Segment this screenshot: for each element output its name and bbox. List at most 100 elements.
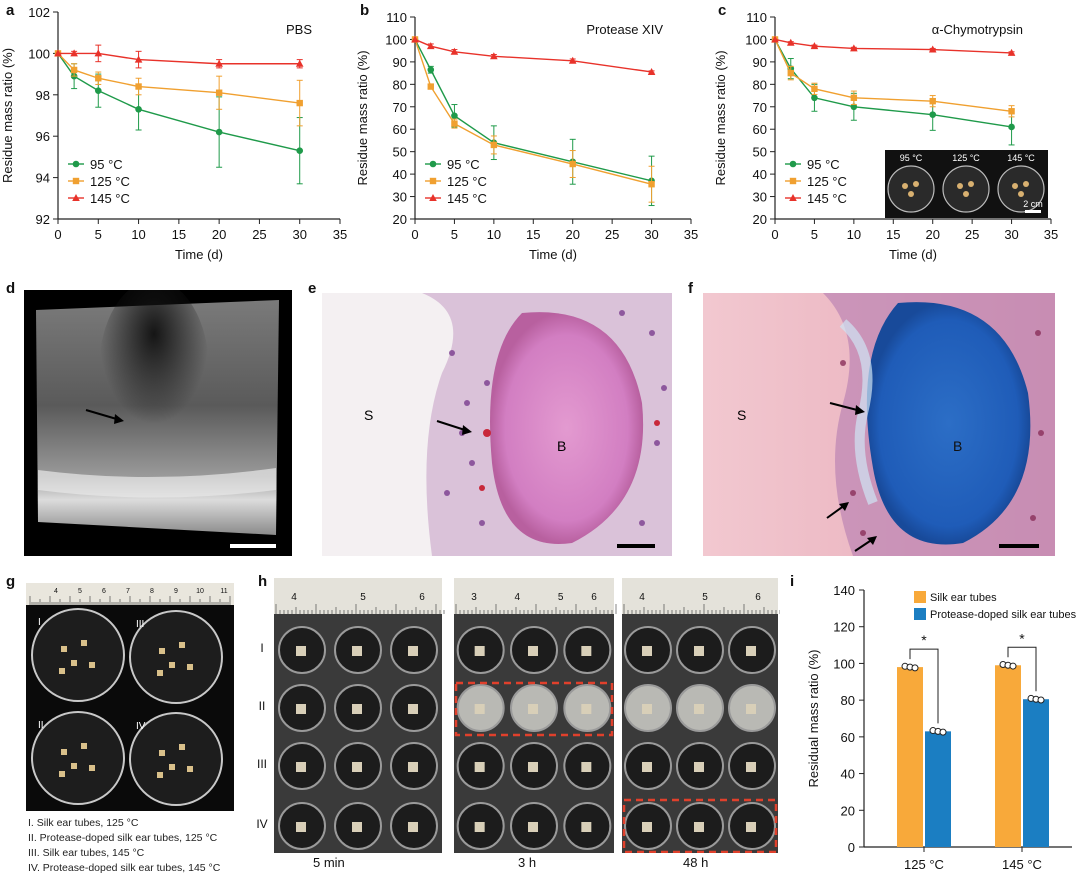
inset-sample [1012,183,1018,189]
replicate-point [1037,696,1045,704]
well-sample [581,822,592,832]
x-tick-label: 20 [565,227,579,242]
well-sample [746,646,756,656]
x-tick-label: 35 [333,227,347,242]
inset-sample [908,191,914,197]
y-axis-title: Residual mass ratio (%) [806,650,821,788]
label-s: S [737,407,746,423]
y-tick-label: 100 [833,656,855,671]
series-line [414,39,652,182]
inset-photo: 95 °C 125 °C 145 °C 2 cm [885,150,1048,218]
y-axis-title: Residue mass ratio (%) [0,48,15,183]
petri-dish [31,711,125,805]
legend-marker [789,177,797,185]
panel-label-b: b [360,2,370,19]
x-axis-title: Time (d) [175,247,223,262]
label-b: B [953,438,962,454]
scale-bar [999,544,1039,548]
data-point [135,105,142,113]
x-tick-label: 145 °C [1002,857,1042,872]
caption-iii: III. Silk ear tubes, 145 °C [28,847,145,859]
well-sample [352,646,362,656]
data-point [1008,108,1015,115]
caption-ii: II. Protease-doped silk ear tubes, 125 °… [28,832,218,844]
data-point [451,120,458,127]
legend-label: 95 °C [807,157,840,172]
panel-label-a: a [6,2,15,19]
trichrome-stain-image: S B [703,293,1055,556]
ruler-number: 6 [591,592,597,603]
dish-label: IV [136,721,146,732]
panel-label-h: h [258,573,268,590]
y-tick-label: 50 [753,145,767,160]
chart-title: α-Chymotrypsin [932,22,1023,37]
well-sample [581,646,592,656]
series-line [58,52,300,65]
data-point [451,112,458,120]
data-point [811,85,818,93]
well-sample [296,704,306,714]
legend-swatch [914,608,926,620]
ruler-number: 7 [126,588,130,595]
y-tick-label: 98 [36,88,50,103]
data-point [569,160,576,168]
replicate-point [1009,662,1017,670]
caption-iv: IV. Protease-doped silk ear tubes, 145 °… [28,862,221,874]
data-point [411,35,419,43]
x-tick-label: 20 [212,227,226,242]
series-line [414,39,652,185]
ear-tube-sample [89,662,95,668]
y-tick-label: 40 [393,167,407,182]
y-tick-label: 40 [841,767,855,782]
time-label-48h: 48 h [683,855,709,870]
inset-sample [1023,181,1029,187]
panel-label-f: f [688,280,693,297]
data-point [929,111,937,118]
arrow-icon [855,405,865,415]
data-point [647,67,656,75]
y-tick-label: 96 [36,129,50,144]
panel-label-d: d [6,280,16,297]
x-axis-title: Time (d) [889,247,937,262]
data-point [850,44,858,52]
ruler-number: 6 [102,588,106,595]
ruler-number: 4 [515,592,521,603]
well-sample [528,646,538,656]
data-point [296,99,303,107]
ear-tube-sample [169,764,175,770]
well-sample [642,822,652,832]
line-chart-pbs: 92 94 96 98 100 102 0 5 10 15 20 25 30 35 Time (d) Resi… [0,5,347,262]
well-sample [694,822,704,832]
data-point [811,94,818,102]
x-tick-label: 5 [95,227,102,242]
data-point [134,55,143,63]
x-tick-label: 15 [886,227,900,242]
data-point [215,89,223,96]
well-sample [581,704,592,714]
data-point [427,66,435,74]
legend-label: 125 °C [90,174,130,189]
series-line [57,52,300,152]
legend-marker [789,160,797,168]
x-tick-label: 10 [847,227,861,242]
inset-dish [942,165,990,213]
data-point [490,52,498,60]
time-label-5min: 5 min [313,855,345,870]
data-point [70,49,78,57]
y-tick-label: 20 [841,803,855,818]
data-point [295,59,304,67]
data-point [648,181,655,188]
well-sample [694,704,704,714]
inset-dish [997,165,1045,213]
data-point [490,141,498,149]
legend-marker [72,177,80,185]
well-sample [352,704,362,714]
dish-label: I [38,617,41,628]
arrow-icon [114,414,124,424]
well-sample [352,822,362,832]
data-point [928,45,937,53]
x-tick-label: 30 [644,227,658,242]
x-axis-title: Time (d) [529,247,577,262]
legend-marker [429,160,437,168]
